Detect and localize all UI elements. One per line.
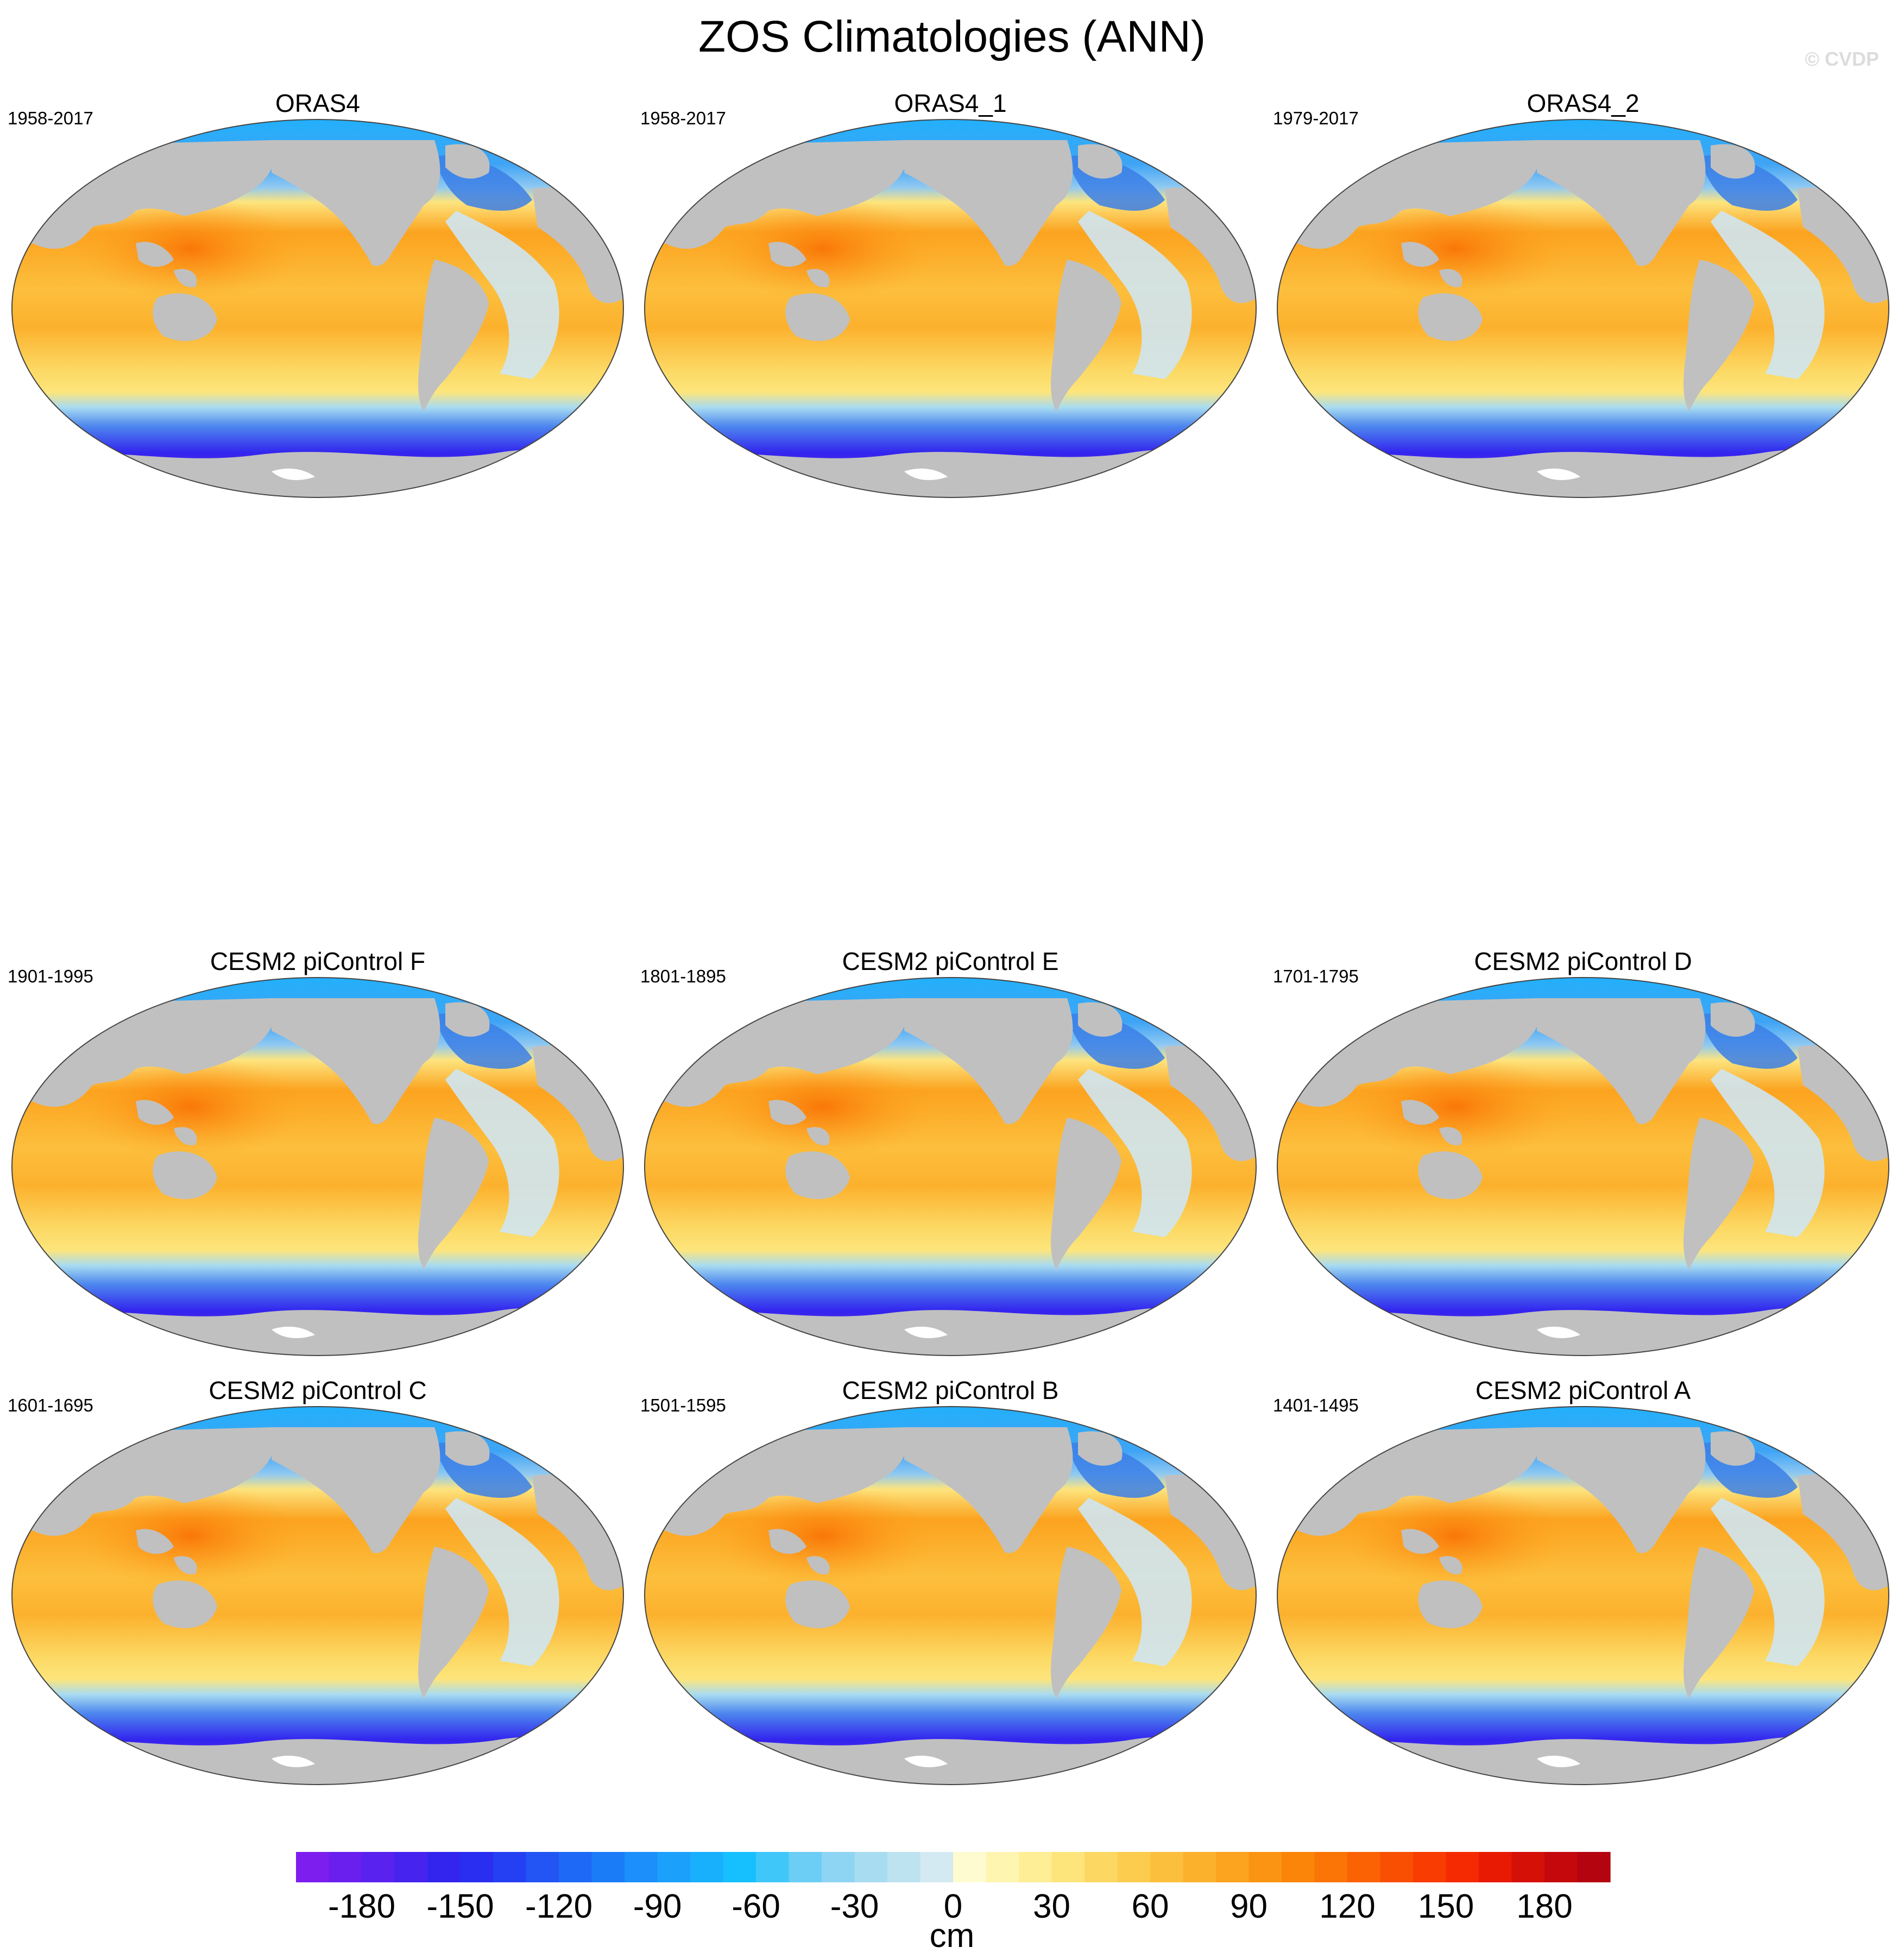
panel-years: 1979-2017 (1273, 108, 1359, 128)
panel-years: 1958-2017 (8, 108, 93, 128)
panel-years: 1701-1795 (1273, 966, 1359, 986)
map (1277, 977, 1889, 1356)
colorbar-swatch (1216, 1852, 1250, 1882)
colorbar-swatch (625, 1852, 658, 1882)
colorbar-swatch (1413, 1852, 1447, 1882)
colorbar-tick-label: 90 (1230, 1888, 1268, 1925)
colorbar-tick-label: -120 (525, 1888, 593, 1925)
colorbar-tick-label: 60 (1131, 1888, 1169, 1925)
map-panel: CESM2 piControl F 1901-1995 (5, 945, 630, 1356)
map-panel: ORAS4_1 1958-2017 (638, 87, 1263, 498)
panel-title: ORAS4 (275, 89, 360, 117)
map-panel: ORAS4_2 1979-2017 (1271, 87, 1895, 498)
map-panel: CESM2 piControl A 1401-1495 (1271, 1374, 1895, 1785)
panel-title: CESM2 piControl F (210, 947, 426, 975)
colorbar-swatch (394, 1852, 428, 1882)
figure-title: ZOS Climatologies (ANN) (698, 12, 1206, 61)
colorbar-swatch (296, 1852, 330, 1882)
panel-title: CESM2 piControl D (1474, 947, 1692, 975)
colorbar-tick-label: -60 (732, 1888, 780, 1925)
colorbar-swatch (362, 1852, 395, 1882)
map-panel: CESM2 piControl B 1501-1595 (638, 1374, 1263, 1785)
colorbar-swatch (1249, 1852, 1282, 1882)
colorbar-swatch (1051, 1852, 1085, 1882)
colorbar-swatch (690, 1852, 724, 1882)
colorbar-tick-label: 120 (1319, 1888, 1376, 1925)
map (1277, 1406, 1889, 1785)
panel-years: 1801-1895 (640, 966, 726, 986)
panel-title: ORAS4_2 (1527, 89, 1640, 117)
panel-years: 1901-1995 (8, 966, 93, 986)
colorbar-swatch (756, 1852, 790, 1882)
colorbar-swatch (1446, 1852, 1479, 1882)
map-panel: CESM2 piControl E 1801-1895 (638, 945, 1263, 1356)
map-panel: ORAS4 1958-2017 (5, 87, 630, 498)
colorbar-swatch (591, 1852, 625, 1882)
panel-years: 1601-1695 (8, 1395, 93, 1415)
colorbar: -180 -150 -120 -90 -60 -30 0 30 60 90 120 150 180 cm (0, 1836, 1904, 1960)
colorbar-swatch (953, 1852, 987, 1882)
panel-title: CESM2 piControl A (1475, 1376, 1691, 1404)
credit-label: © CVDP (1805, 48, 1879, 70)
colorbar-tick-label: 0 (943, 1888, 963, 1925)
panel-title: ORAS4_1 (894, 89, 1007, 117)
colorbar-unit: cm (929, 1917, 975, 1955)
panel-years: 1401-1495 (1273, 1395, 1359, 1415)
colorbar-tick-label: 30 (1033, 1888, 1070, 1925)
colorbar-swatch (1085, 1852, 1118, 1882)
colorbar-swatch (657, 1852, 691, 1882)
colorbar-swatch (1117, 1852, 1151, 1882)
colorbar-tick-label: -150 (426, 1888, 494, 1925)
panel-title: CESM2 piControl C (209, 1376, 427, 1404)
map-panel: CESM2 piControl C 1601-1695 (5, 1374, 630, 1785)
colorbar-swatch (1183, 1852, 1216, 1882)
colorbar-swatch (1282, 1852, 1315, 1882)
panel-title: CESM2 piControl E (842, 947, 1059, 975)
colorbar-swatch (789, 1852, 822, 1882)
colorbar-swatch (1479, 1852, 1512, 1882)
colorbar-tick-label: -30 (830, 1888, 879, 1925)
colorbar-swatch (1150, 1852, 1184, 1882)
map-panel: CESM2 piControl D 1701-1795 (1271, 945, 1895, 1356)
colorbar-swatch (1347, 1852, 1381, 1882)
colorbar-swatch (1380, 1852, 1414, 1882)
colorbar-tick-label: 180 (1516, 1888, 1573, 1925)
colorbar-swatch (460, 1852, 494, 1882)
colorbar-tick-label: -180 (327, 1888, 396, 1925)
map (11, 119, 624, 498)
colorbar-swatch (1511, 1852, 1545, 1882)
colorbar-swatch (493, 1852, 527, 1882)
map (644, 1406, 1257, 1785)
colorbar-swatch (920, 1852, 954, 1882)
colorbar-swatch (1019, 1852, 1052, 1882)
colorbar-swatch (427, 1852, 461, 1882)
panel-title: CESM2 piControl B (842, 1376, 1059, 1404)
colorbar-swatch (1544, 1852, 1578, 1882)
map (644, 119, 1257, 498)
colorbar-tick-label: 150 (1417, 1888, 1474, 1925)
colorbar-swatch (1314, 1852, 1348, 1882)
map (11, 977, 624, 1356)
panel-years: 1958-2017 (640, 108, 726, 128)
colorbar-swatch (986, 1852, 1019, 1882)
map (11, 1406, 624, 1785)
colorbar-swatch (854, 1852, 888, 1882)
map (1277, 119, 1889, 498)
colorbar-swatch (723, 1852, 756, 1882)
colorbar-bar (296, 1852, 1611, 1882)
colorbar-swatch (1577, 1852, 1611, 1882)
colorbar-swatch (822, 1852, 855, 1882)
colorbar-swatch (887, 1852, 921, 1882)
colorbar-swatch (559, 1852, 592, 1882)
panel-years: 1501-1595 (640, 1395, 726, 1415)
colorbar-swatch (329, 1852, 362, 1882)
map (644, 977, 1257, 1356)
colorbar-tick-label: -90 (633, 1888, 682, 1925)
colorbar-swatch (526, 1852, 559, 1882)
